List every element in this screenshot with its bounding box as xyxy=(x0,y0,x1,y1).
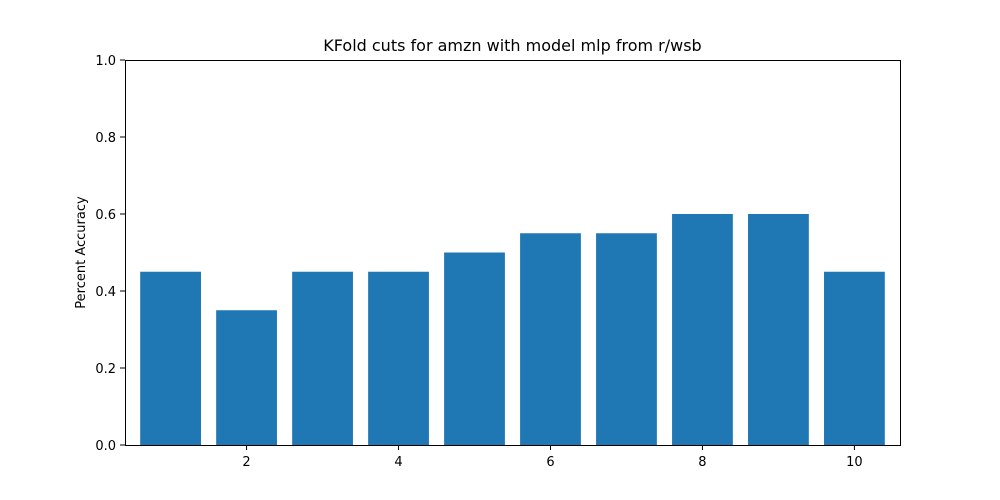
bar-2 xyxy=(216,310,277,445)
bar-1 xyxy=(140,271,201,445)
bar-4 xyxy=(368,271,429,445)
y-tick-label: 1.0 xyxy=(95,54,116,69)
y-tick-label: 0.8 xyxy=(95,131,116,146)
bar-10 xyxy=(824,271,885,445)
bar-7 xyxy=(596,233,657,445)
x-tick-label: 10 xyxy=(846,455,863,470)
y-tick-label: 0.6 xyxy=(95,208,116,223)
x-tick-label: 6 xyxy=(546,455,554,470)
plot-area-frame xyxy=(125,60,901,446)
bars-group xyxy=(140,214,885,445)
bar-3 xyxy=(292,271,353,445)
x-tick-label: 4 xyxy=(394,455,402,470)
x-axis: 2 4 6 8 10 xyxy=(242,445,863,470)
chart-title: KFold cuts for amzn with model mlp from … xyxy=(323,36,701,55)
bar-6 xyxy=(520,233,581,445)
y-axis-title: Percent Accuracy xyxy=(74,196,89,309)
y-tick-label: 0.4 xyxy=(95,285,116,300)
x-tick-label: 8 xyxy=(698,455,706,470)
y-tick-label: 0.0 xyxy=(95,439,116,454)
y-tick-label: 0.2 xyxy=(95,362,116,377)
y-axis: 0.0 0.2 0.4 0.6 0.8 1.0 xyxy=(95,54,125,454)
x-tick-label: 2 xyxy=(242,455,250,470)
bar-5 xyxy=(444,252,505,445)
bar-9 xyxy=(748,214,809,445)
bar-8 xyxy=(672,214,733,445)
